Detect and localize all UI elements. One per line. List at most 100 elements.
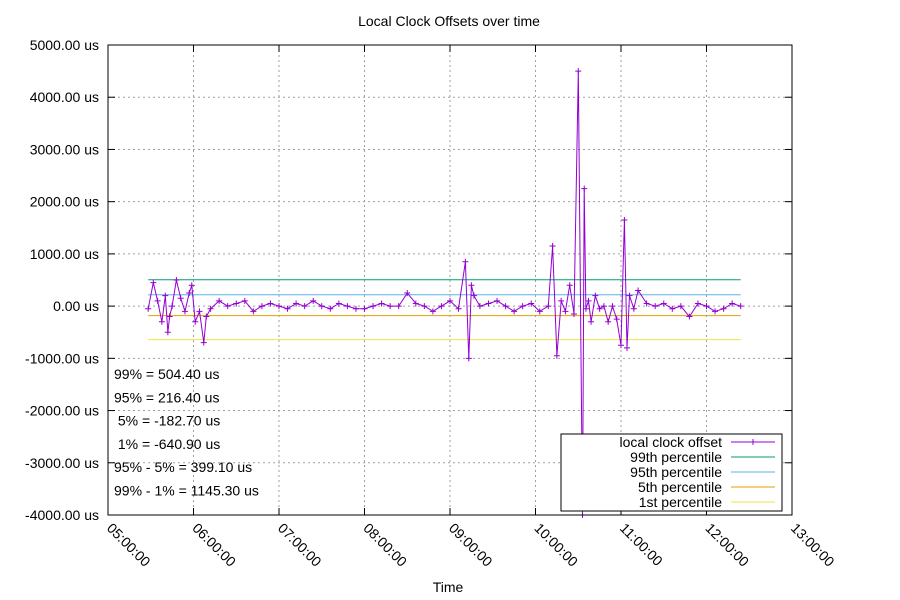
offset-point (207, 305, 214, 312)
offset-point (250, 308, 257, 315)
offset-point (558, 297, 565, 304)
offset-point (596, 305, 603, 312)
offset-point (370, 303, 377, 310)
offset-point (582, 305, 589, 312)
offset-point (468, 282, 475, 289)
offset-point (618, 342, 624, 349)
offset-point (395, 303, 402, 310)
offset-point (519, 303, 526, 310)
offset-point (164, 329, 171, 336)
offset-point (162, 292, 169, 299)
offset-point (421, 303, 428, 310)
offset-point (528, 300, 535, 307)
y-tick-label: 4000.00 us (30, 89, 99, 105)
offset-point (267, 300, 274, 307)
y-tick-label: 1000.00 us (30, 246, 99, 262)
offset-point (581, 185, 588, 192)
offset-point (169, 303, 176, 310)
offset-point (404, 290, 411, 297)
offset-point (566, 282, 573, 289)
offset-point (352, 305, 359, 312)
offset-point (344, 303, 351, 310)
offset-point (200, 339, 207, 346)
offset-point (609, 303, 616, 310)
offset-point (562, 308, 569, 315)
legend-label: 1st percentile (639, 494, 722, 510)
y-tick-label: -2000.00 us (25, 403, 99, 419)
offset-point (310, 297, 317, 304)
offset-point (623, 344, 630, 351)
offset-point (173, 277, 180, 283)
offset-point (387, 303, 394, 310)
offset-point (635, 287, 642, 294)
offset-point (694, 300, 701, 307)
offset-point (600, 303, 607, 310)
offset-point (216, 297, 223, 304)
offset-point (301, 303, 308, 310)
offset-point (652, 303, 659, 310)
offset-point (429, 308, 436, 315)
legend-label: local clock offset (620, 434, 723, 450)
offset-point (536, 308, 543, 315)
offset-point (545, 303, 552, 310)
y-tick-label: -3000.00 us (25, 455, 99, 471)
offset-point (258, 303, 265, 310)
offset-point (154, 297, 161, 304)
offset-point (465, 355, 472, 362)
offset-point (293, 300, 300, 307)
offset-point (412, 300, 419, 307)
legend-marker (750, 439, 756, 445)
offset-point (284, 305, 291, 312)
offset-point (177, 295, 184, 302)
stat-line: 5% = -182.70 us (114, 413, 220, 429)
percentile-lines (148, 279, 741, 341)
offset-point (553, 352, 560, 359)
offset-point (462, 258, 469, 265)
offset-point (621, 216, 628, 223)
offset-point (335, 300, 342, 307)
stat-line: 99% = 504.40 us (114, 366, 219, 382)
offset-point (181, 308, 188, 315)
offset-point (575, 68, 582, 75)
offset-point (485, 300, 492, 307)
offset-point (186, 290, 193, 297)
offset-point (660, 300, 667, 307)
offset-point (643, 300, 650, 307)
x-axis-label: Time (433, 579, 464, 595)
offset-point (241, 297, 248, 304)
offset-point (438, 303, 445, 310)
offset-point (720, 305, 727, 312)
offset-point (150, 279, 157, 286)
offset-point (502, 303, 509, 310)
offset-point (549, 243, 556, 250)
stat-line: 1% = -640.90 us (114, 436, 220, 452)
stat-line: 99% - 1% = 1145.30 us (114, 483, 259, 499)
offset-point (233, 300, 240, 307)
offset-point (192, 318, 199, 325)
offset-point (476, 303, 483, 310)
offset-point (686, 313, 693, 320)
offset-point (224, 303, 231, 310)
offset-point (588, 318, 595, 325)
y-tick-label: 2000.00 us (30, 194, 99, 210)
offset-point (669, 305, 676, 312)
offset-point (318, 303, 325, 310)
offset-point (613, 316, 620, 323)
stat-line: 95% = 216.40 us (114, 389, 219, 405)
offset-point (605, 318, 612, 325)
offset-point (729, 300, 736, 307)
offset-point (737, 303, 744, 310)
offset-point (455, 305, 462, 312)
offset-point (585, 297, 592, 304)
legend-label: 95th percentile (630, 464, 722, 480)
offset-point (188, 282, 195, 289)
y-tick-label: -1000.00 us (25, 350, 99, 366)
offset-point (511, 308, 518, 315)
offset-point (703, 303, 710, 310)
stats-annotations: 99% = 504.40 us 95% = 216.40 us 5% = -182… (114, 366, 259, 499)
offset-point (592, 292, 599, 299)
offset-point (494, 297, 501, 304)
offset-point (203, 313, 210, 320)
